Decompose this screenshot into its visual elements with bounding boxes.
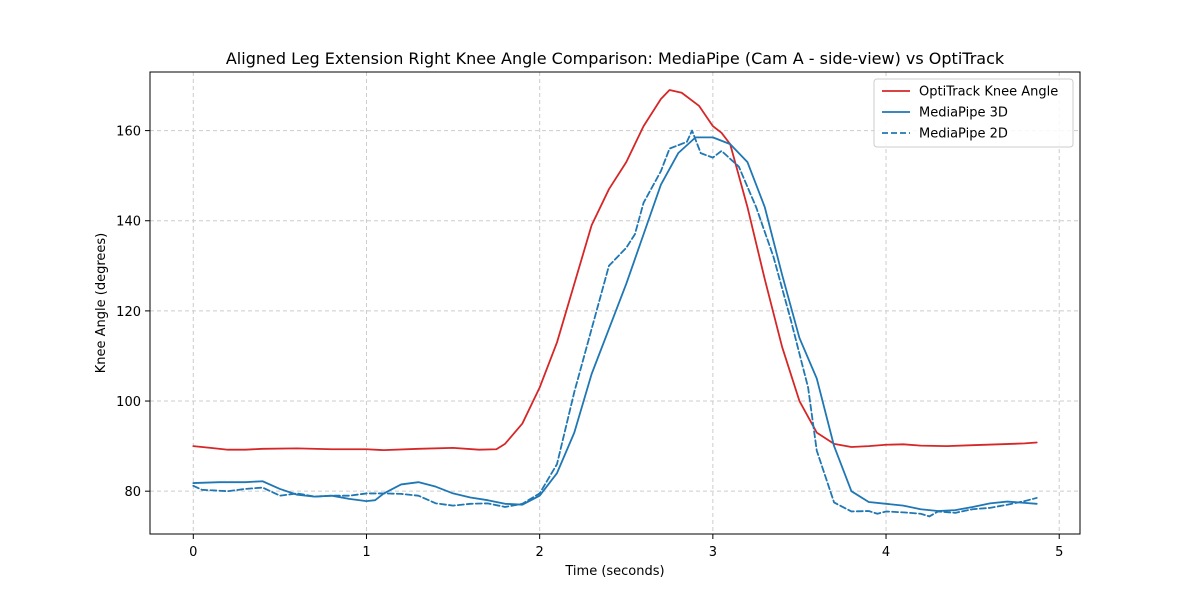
legend: OptiTrack Knee Angle MediaPipe 3D MediaPip…: [873, 78, 1074, 148]
y-tick-label: 120: [116, 305, 141, 320]
series-line-mediapipe-3d: [192, 136, 1038, 512]
x-axis-label: Time (seconds): [564, 564, 664, 579]
legend-box: [873, 78, 1074, 148]
grid: [150, 72, 1080, 534]
plot-area-frame: [149, 71, 1081, 535]
x-tick-label: 5: [1055, 545, 1063, 560]
y-tick-label: 140: [116, 215, 141, 230]
x-tick-label: 1: [362, 545, 370, 560]
legend-label: MediaPipe 2D: [919, 127, 1008, 142]
series-lines: [192, 89, 1038, 518]
y-axis-label: Knee Angle (degrees): [94, 233, 109, 374]
y-tick-label: 80: [124, 485, 141, 500]
axis-ticks: 0 1 2 3 4 5 80 100 120 140 160: [116, 125, 1063, 560]
x-tick-label: 0: [189, 545, 197, 560]
legend-label: MediaPipe 3D: [919, 106, 1008, 121]
y-tick-label: 160: [116, 125, 141, 140]
x-tick-label: 3: [709, 545, 717, 560]
y-tick-label: 100: [116, 395, 141, 410]
chart-title: Aligned Leg Extension Right Knee Angle C…: [226, 49, 1005, 68]
series-line-mediapipe-2d: [192, 129, 1038, 518]
series-line-optitrack-knee-angle: [192, 89, 1038, 452]
legend-label: OptiTrack Knee Angle: [919, 85, 1058, 100]
x-tick-label: 2: [536, 545, 544, 560]
x-tick-label: 4: [882, 545, 890, 560]
